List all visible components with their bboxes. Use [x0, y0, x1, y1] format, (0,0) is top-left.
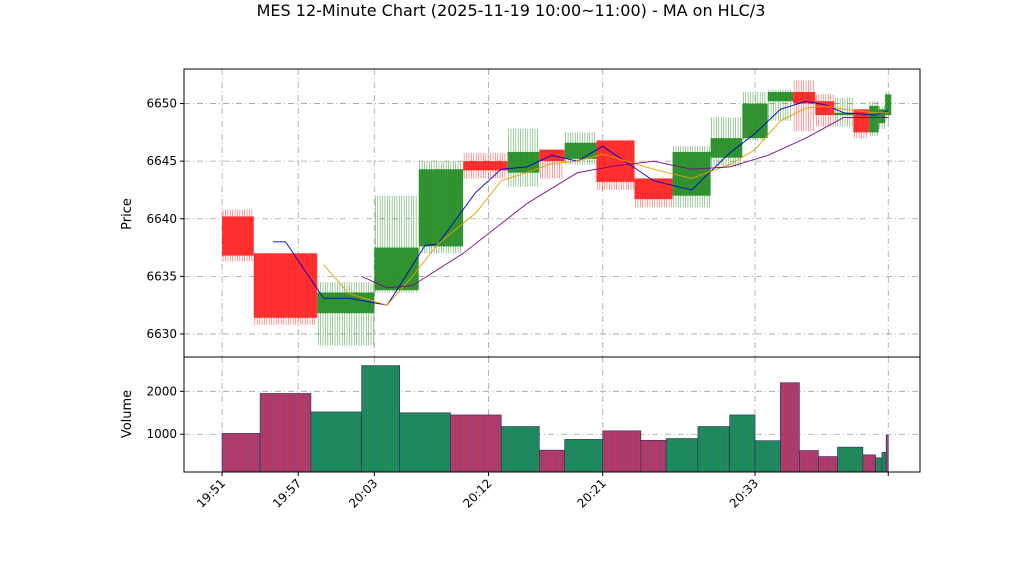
price-ytick-label: 6640	[146, 212, 177, 226]
candle	[317, 282, 375, 346]
xtick-label: 19:57	[270, 476, 304, 510]
candle	[222, 209, 254, 262]
candle-body	[793, 92, 816, 104]
price-ytick-label: 6645	[146, 154, 177, 168]
candle-body	[374, 247, 419, 291]
volume-bar	[799, 450, 819, 473]
candle-body	[418, 169, 464, 247]
volume-bar	[862, 454, 876, 473]
price-ytick-label: 6650	[146, 97, 177, 111]
xtick-label: 19:51	[194, 476, 228, 510]
volume-bar	[837, 446, 864, 473]
volume-ytick-label: 2000	[146, 384, 177, 398]
volume-bar	[221, 433, 261, 473]
ma-line-2	[323, 105, 889, 306]
candle-body	[710, 138, 743, 158]
volume-bar	[399, 412, 451, 473]
candle-body	[317, 292, 375, 314]
candle-body	[767, 92, 794, 102]
volume-bar	[754, 440, 781, 473]
candle	[672, 146, 711, 208]
volume-bar	[885, 434, 889, 473]
volume-bar	[310, 411, 362, 473]
ma-line-1	[272, 100, 889, 306]
candle	[869, 101, 879, 136]
candle-body	[222, 216, 254, 256]
volume-bar	[539, 449, 565, 473]
candle-body	[742, 103, 768, 139]
candle	[596, 140, 635, 190]
candle	[885, 92, 892, 121]
volume-bar	[564, 439, 604, 473]
x-axis: 19:51 19:57 20:03 20:12 20:21 20:33	[194, 472, 889, 511]
volume-bar	[602, 430, 642, 473]
volume-axis-label: Volume	[120, 390, 135, 438]
volume-bar	[875, 457, 883, 473]
candle-body	[878, 109, 886, 124]
xtick-label: 20:12	[460, 476, 494, 510]
volume-ytick-label: 1000	[146, 427, 177, 441]
candle	[418, 161, 464, 254]
price-ytick-label: 6635	[146, 269, 177, 283]
price-panel: 6630 6635 6640 6645 6650	[146, 68, 921, 358]
volume-bar	[259, 393, 312, 473]
candle	[634, 178, 673, 208]
volume-bar	[881, 451, 887, 473]
candle-body	[853, 109, 870, 133]
ma-line-3	[361, 116, 889, 289]
candle-body	[885, 94, 892, 116]
volume-bar	[818, 456, 838, 473]
volume-frame	[183, 356, 921, 473]
volume-panel: 1000 2000	[146, 356, 921, 473]
candle-body	[564, 142, 597, 159]
xtick-label: 20:03	[346, 476, 380, 510]
candle	[767, 89, 794, 121]
candle-body	[596, 140, 635, 182]
volume-bar	[665, 438, 699, 473]
candle-body	[253, 253, 318, 318]
candle-body	[463, 161, 508, 171]
xtick-label: 20:21	[575, 476, 609, 510]
candle	[815, 94, 835, 127]
candle	[742, 92, 768, 141]
chart-title: MES 12-Minute Chart (2025-11-19 10:00~11…	[257, 1, 766, 20]
volume-bar	[780, 382, 800, 473]
volume-bar	[361, 365, 400, 473]
candle-body	[634, 178, 673, 200]
price-ytick-label: 6630	[146, 327, 177, 341]
volume-bar	[729, 414, 756, 473]
candle	[463, 153, 508, 179]
candle	[793, 80, 816, 132]
candle	[374, 195, 419, 293]
candle-body	[834, 112, 854, 116]
volume-bar	[697, 426, 730, 473]
xtick-label: 20:33	[727, 476, 761, 510]
candle	[253, 253, 318, 325]
volume-bar	[640, 439, 667, 473]
volume-bar	[500, 426, 540, 473]
candle-body	[815, 101, 835, 116]
candle	[834, 97, 854, 127]
candle-body	[869, 105, 879, 133]
volume-bar	[450, 414, 502, 473]
price-axis-label: Price	[120, 198, 135, 230]
